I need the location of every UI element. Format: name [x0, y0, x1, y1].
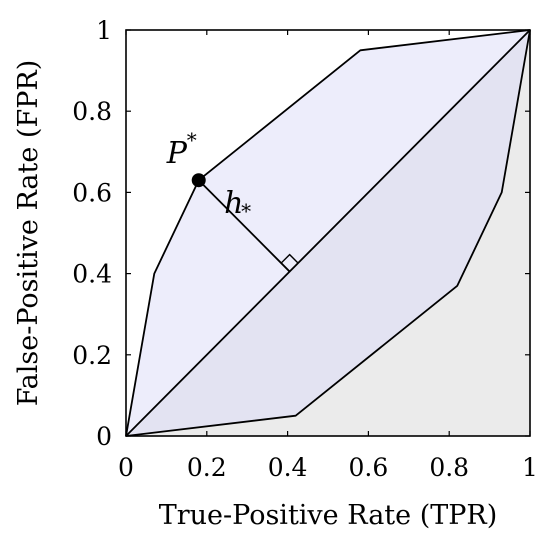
y-tick-label: 0.6 — [72, 178, 112, 207]
x-tick-label: 0 — [118, 453, 134, 482]
point-p-star — [191, 173, 206, 188]
distance-label-subscript: * — [241, 199, 251, 223]
lower-curve — [125, 29, 531, 437]
x-tick-label: 0.4 — [268, 453, 308, 482]
y-tick-label: 1 — [96, 16, 112, 45]
y-axis-label: False-Positive Rate (FPR) — [13, 60, 44, 406]
point-p-label-superscript: * — [187, 128, 197, 152]
y-tick-label: 0.8 — [72, 97, 112, 126]
distance-segment — [198, 179, 291, 273]
distance-layer: h*P * — [166, 128, 299, 273]
y-axis-ticks: 0 0.2 0.4 0.6 0.8 1 — [72, 16, 530, 451]
x-axis-ticks: 0 0.2 0.4 0.6 0.8 1 — [118, 30, 538, 482]
diagonal-line — [125, 29, 531, 437]
distance-label: h — [224, 186, 243, 221]
y-tick-label: 0.2 — [72, 341, 112, 370]
x-tick-label: 0.2 — [187, 453, 227, 482]
x-tick-label: 1 — [522, 453, 538, 482]
x-axis-label: True-Positive Rate (TPR) — [159, 500, 498, 531]
y-tick-label: 0 — [96, 422, 112, 451]
right-angle-marker — [280, 253, 299, 264]
y-tick-label: 0.4 — [72, 260, 112, 289]
plot-frame — [125, 29, 531, 437]
x-tick-label: 0.8 — [429, 453, 469, 482]
x-tick-label: 0.6 — [349, 453, 389, 482]
point-p-label: P — [166, 136, 188, 171]
